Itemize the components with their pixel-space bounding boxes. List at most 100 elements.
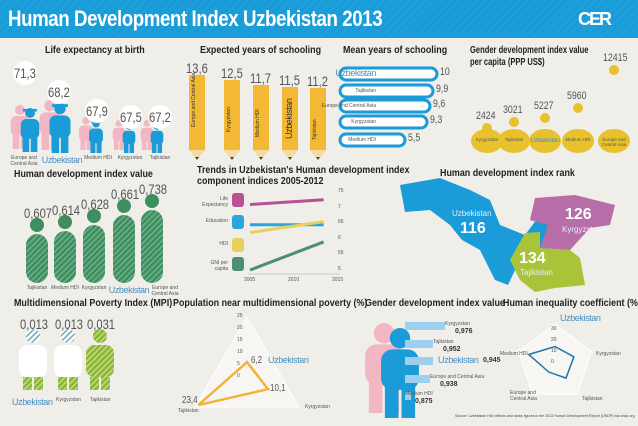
life-expectancy-title: Life expectancy at birth — [45, 44, 145, 56]
inequality-tick: 0 — [551, 359, 554, 365]
male-figure-leg — [151, 139, 157, 153]
pencil-lead — [259, 157, 263, 160]
gni-label: Europe and Central Asia — [601, 137, 627, 147]
gdi-value: 0,976 — [455, 328, 473, 335]
mean-schooling-label: Medium HDI — [348, 137, 376, 143]
poverty-tick: 25 — [237, 313, 243, 319]
rank-label: Kyrgyzstan — [562, 225, 602, 234]
female-figure-leg — [80, 135, 86, 150]
gdi-label: Europe and Central Asia — [430, 374, 485, 380]
rank-title: Human development index rank — [440, 167, 575, 179]
mean-schooling-label: Uzbekistan — [335, 68, 376, 78]
life-expectancy-label: Europe and Central Asia — [10, 155, 38, 167]
poverty-value: 6,2 — [251, 355, 263, 366]
map-tajikistan — [510, 232, 585, 292]
expected-schooling-label: Medium HDI — [255, 109, 261, 137]
hdi-body — [83, 225, 105, 283]
mpi-leg — [58, 377, 67, 390]
pencil-tip — [224, 150, 240, 160]
mpi-body — [19, 345, 47, 377]
schooling-bar — [338, 132, 407, 148]
female-figure-head — [44, 100, 56, 112]
female-figure-leg — [147, 136, 153, 150]
mean-schooling-value: 10 — [440, 66, 450, 78]
cer-logo: CER — [578, 9, 612, 29]
money-bag — [529, 129, 561, 153]
trend-series-icon — [232, 215, 244, 229]
pencil-tip — [310, 150, 326, 160]
trend-series-label: Life Expectancy — [202, 196, 228, 208]
value-circle — [148, 105, 172, 129]
map-kyrgyzstan — [530, 195, 615, 250]
source-note: Source: Uzbekistan HDI reflects and rank… — [455, 414, 635, 418]
life-expectancy-value: 71,3 — [14, 65, 36, 81]
trend-series-icon — [232, 238, 244, 252]
female-figure-head — [373, 323, 395, 344]
female-figure-leg — [12, 129, 20, 149]
pencil-lead — [316, 157, 320, 160]
money-bag — [562, 129, 594, 153]
expected-schooling-label: Europe and Central Asia — [191, 72, 197, 127]
male-figure-leg — [51, 130, 60, 153]
trend-series-icon — [232, 257, 244, 271]
gni-value: 2424 — [476, 110, 496, 122]
trend-line-life-expectancy — [249, 198, 324, 206]
male-figure-leg — [96, 138, 102, 153]
poverty-value: 10,1 — [270, 383, 286, 394]
pencil-lead — [195, 157, 199, 160]
inequality-tick: 30 — [551, 326, 557, 332]
inequality-axis-label: Kyrgyzstan — [596, 351, 621, 357]
male-figure-hat — [23, 108, 37, 112]
rank-value: 126 — [565, 206, 592, 223]
trend-y-tick: 75 — [338, 188, 344, 194]
gni-value: 5227 — [534, 100, 554, 112]
life-expectancy-value: 67,5 — [120, 109, 142, 125]
gdi-bar — [405, 375, 430, 383]
header-bar: Human Development Index Uzbekistan 2013 … — [0, 0, 638, 38]
mpi-head — [61, 329, 75, 343]
mpi-label: Tajikistan — [90, 397, 111, 403]
gni-value: 3021 — [503, 104, 523, 116]
mpi-value: 0,013 — [20, 316, 49, 332]
life-expectancy-value: 67,2 — [149, 109, 171, 125]
expected-schooling-value: 11,5 — [279, 72, 300, 88]
pencil-body — [282, 87, 298, 150]
mpi-head — [93, 329, 107, 343]
gni-label: Tajikistan — [504, 137, 524, 142]
trend-y-tick: 7 — [338, 203, 341, 210]
expected-schooling-label: Kyrgyzstan — [226, 107, 232, 132]
male-figure-leg — [123, 139, 129, 153]
life-expectancy-value: 67,9 — [86, 103, 108, 119]
poverty-tick: 5 — [237, 361, 240, 367]
inequality-axis-label: Europe and Central Asia — [510, 390, 537, 402]
hdi-label: Uzbekistan — [108, 285, 150, 295]
gdi-bar — [405, 322, 445, 330]
trends-title: Trends in Uzbekistan's Human development… — [197, 164, 410, 187]
pencil-tip — [253, 150, 269, 160]
mean-schooling-label: Kyrgyzstan — [351, 119, 376, 125]
life-expectancy-value: 68,2 — [48, 84, 70, 100]
coin — [609, 65, 619, 75]
mean-schooling-value: 9,9 — [436, 83, 449, 95]
female-figure-leg — [113, 136, 119, 150]
mpi-label: Uzbekistan — [12, 397, 53, 407]
value-circle — [13, 61, 37, 85]
expected-schooling-label: Uzbekistan — [284, 98, 294, 139]
poverty-polygon — [197, 360, 271, 407]
hdi-label: Tajikistan — [26, 285, 48, 291]
schooling-bar — [338, 66, 439, 82]
male-figure-leg — [30, 132, 38, 152]
poverty-axis-label: Uzbekistan — [268, 355, 309, 365]
pencil-tip — [282, 150, 298, 160]
gdi-label: Uzbekistan — [438, 355, 479, 365]
inequality-tick: 10 — [551, 348, 557, 354]
male-figure-leg — [157, 139, 163, 153]
pencil-body — [310, 88, 326, 150]
radar-grid — [517, 323, 593, 395]
poverty-tick: 20 — [237, 325, 243, 331]
mean-schooling-value: 9,3 — [430, 114, 443, 126]
expected-schooling-value: 13,6 — [186, 60, 208, 76]
poverty-axis-label: Tajikistan — [178, 408, 199, 414]
mpi-value: 0,031 — [87, 316, 116, 332]
gni-label: Uzbekistan — [530, 137, 560, 144]
